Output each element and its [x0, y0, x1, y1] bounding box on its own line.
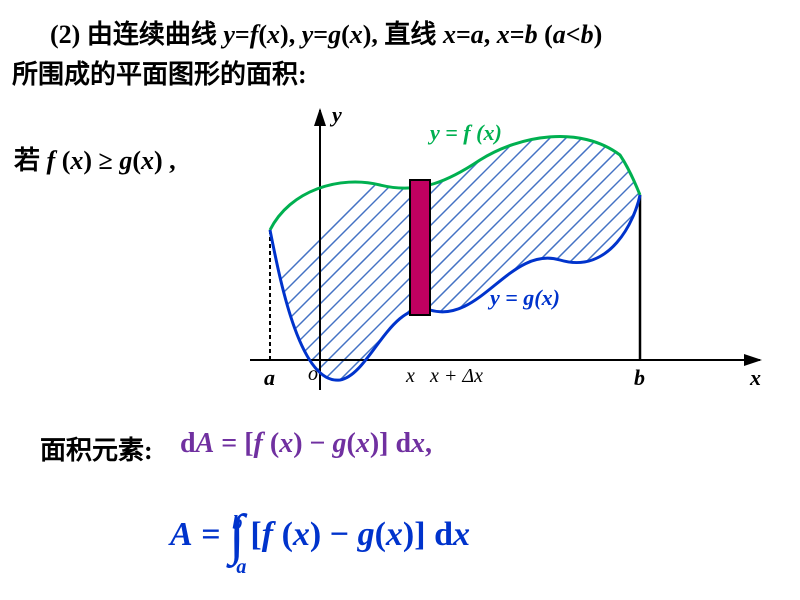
xdx-label: x + Δx [429, 365, 483, 387]
condition: 若 f (x) ≥ g(x) , [14, 140, 176, 177]
heading-line-1: (2) 由连续曲线 y=f(x), y=g(x), 直线 x=a, x=b (a… [50, 14, 602, 51]
b-label: b [634, 365, 645, 390]
strip [410, 180, 430, 315]
integral-formula: A = ∫ab[f (x) − g(x)] dx [170, 495, 484, 559]
a-label: a [264, 365, 275, 390]
hatch-region [220, 100, 780, 400]
o-label: o [308, 363, 318, 385]
x-tick-label: x [405, 365, 415, 387]
area-element-formula: dA = [f (x) − g(x)] dx, [180, 428, 432, 460]
integral-lower: a [236, 556, 246, 578]
x-axis-label: x [749, 365, 761, 390]
integral-upper: b [232, 512, 242, 534]
area-element-label: 面积元素: [40, 430, 153, 467]
curve-g [270, 195, 640, 380]
y-axis-label: y [329, 102, 342, 127]
g-label: y = g(x) [487, 285, 560, 310]
diagram: y = f (x) y = g(x) y x a o x x + Δx b [220, 100, 780, 400]
heading-line-2: 所围成的平面图形的面积: [12, 54, 307, 91]
f-label: y = f (x) [427, 120, 502, 145]
